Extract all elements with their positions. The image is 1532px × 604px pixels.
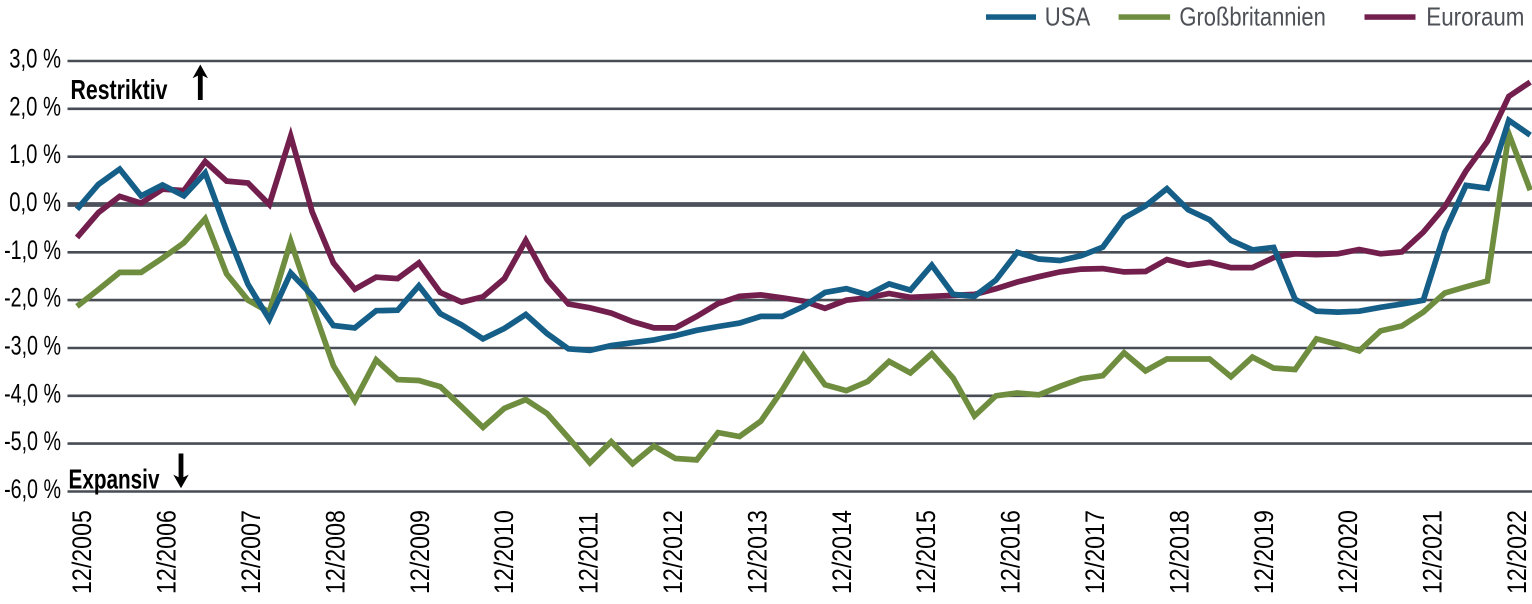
svg-text:12/2010: 12/2010 <box>490 510 520 594</box>
svg-text:2,0 %: 2,0 % <box>9 92 61 123</box>
svg-text:Restriktiv: Restriktiv <box>71 74 168 106</box>
svg-text:-1,0 %: -1,0 % <box>4 236 61 266</box>
svg-text:USA: USA <box>1045 3 1091 32</box>
svg-text:Euroraum: Euroraum <box>1426 3 1524 32</box>
svg-text:-6,0 %: -6,0 % <box>4 475 61 505</box>
svg-text:12/2020: 12/2020 <box>1334 510 1364 594</box>
svg-text:12/2006: 12/2006 <box>152 510 182 594</box>
svg-text:3,0 %: 3,0 % <box>9 44 61 75</box>
svg-text:12/2018: 12/2018 <box>1165 510 1195 594</box>
svg-text:12/2005: 12/2005 <box>68 510 98 594</box>
svg-text:Großbritannien: Großbritannien <box>1179 3 1325 32</box>
svg-text:1,0 %: 1,0 % <box>9 139 61 170</box>
svg-text:12/2013: 12/2013 <box>743 510 773 594</box>
svg-text:-2,0 %: -2,0 % <box>4 284 61 314</box>
svg-text:12/2015: 12/2015 <box>912 510 942 594</box>
svg-text:12/2012: 12/2012 <box>658 510 688 594</box>
svg-text:-5,0 %: -5,0 % <box>4 427 61 457</box>
svg-text:-3,0 %: -3,0 % <box>4 332 61 362</box>
svg-text:12/2022: 12/2022 <box>1502 510 1532 594</box>
svg-text:-4,0 %: -4,0 % <box>4 379 61 409</box>
svg-text:12/2017: 12/2017 <box>1080 510 1110 594</box>
svg-text:Expansiv: Expansiv <box>69 465 160 496</box>
svg-text:12/2016: 12/2016 <box>996 510 1026 594</box>
svg-text:12/2008: 12/2008 <box>321 510 351 594</box>
svg-text:12/2014: 12/2014 <box>827 510 857 594</box>
svg-text:12/2009: 12/2009 <box>405 510 435 594</box>
svg-text:12/2007: 12/2007 <box>236 510 266 594</box>
svg-text:12/2011: 12/2011 <box>574 512 604 594</box>
svg-text:12/2021: 12/2021 <box>1418 510 1448 594</box>
svg-text:12/2019: 12/2019 <box>1249 510 1279 594</box>
svg-text:0,0 %: 0,0 % <box>9 187 61 218</box>
